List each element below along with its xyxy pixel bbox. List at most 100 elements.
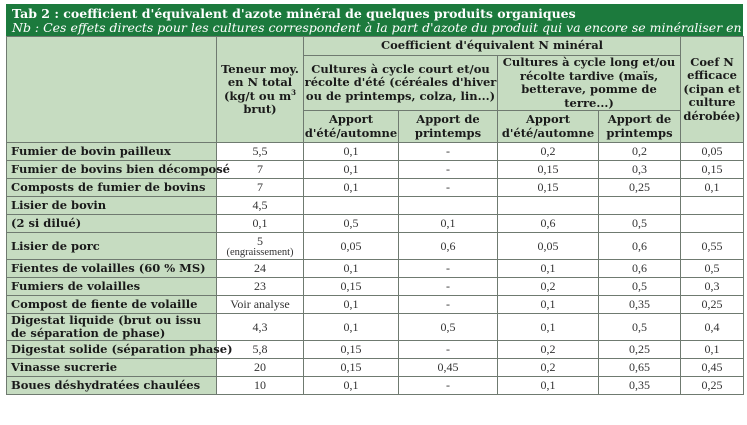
cell-long-printemps: 0,25 xyxy=(597,340,682,359)
table-row: Fientes de volailles (60 % MS) 24 0,1 - … xyxy=(6,259,745,278)
cell-teneur: 5 (engraissement) xyxy=(216,232,304,260)
table-row: Digestat liquide (brut ou issu de sépara… xyxy=(6,313,745,341)
header-teneur-text: Teneur moy. en N total (kg/t ou m xyxy=(221,61,299,103)
header-row-1: Teneur moy. en N total (kg/t ou m3 brut)… xyxy=(6,36,745,143)
row-label: Vinasse sucrerie xyxy=(6,358,217,377)
cell-teneur: 0,1 xyxy=(216,214,304,233)
cell-court-ete: 0,1 xyxy=(303,259,399,278)
cell-long-ete: 0,2 xyxy=(497,277,599,296)
cell-teneur: 7 xyxy=(216,160,304,179)
cell-teneur: Voir analyse xyxy=(216,295,304,314)
row-label: Digestat solide (séparation phase) xyxy=(6,340,233,359)
table-container: Tab 2 : coefficient d'équivalent d'azote… xyxy=(6,4,747,395)
row-label: Lisier de porc xyxy=(6,232,217,260)
table-row: (2 si dilué) 0,1 0,5 0,1 0,6 0,5 xyxy=(6,214,745,233)
row-label: Lisier de bovin xyxy=(6,196,217,215)
row-label: Digestat liquide (brut ou issu de sépara… xyxy=(6,313,217,341)
table-title-band: Tab 2 : coefficient d'équivalent d'azote… xyxy=(6,4,747,36)
cell-court-printemps: - xyxy=(398,295,498,314)
cell-long-ete: 0,2 xyxy=(497,340,599,359)
cell-long-ete: 0,6 xyxy=(497,214,599,233)
table-row: Composts de fumier de bovins 7 0,1 - 0,1… xyxy=(6,178,745,197)
header-teneur: Teneur moy. en N total (kg/t ou m3 brut) xyxy=(216,36,304,143)
table-title: Tab 2 : coefficient d'équivalent d'azote… xyxy=(12,6,576,21)
cell-court-printemps: 0,1 xyxy=(398,214,498,233)
row-label: (2 si dilué) xyxy=(6,214,217,233)
cell-court-printemps: - xyxy=(398,340,498,359)
cell-court-ete: 0,1 xyxy=(303,142,399,161)
header-cycle-long: Cultures à cycle long et/ou récolte tard… xyxy=(496,55,682,111)
header-cycle-court: Cultures à cycle court et/ou récolte d'é… xyxy=(303,55,498,111)
cell-teneur: 5,5 xyxy=(216,142,304,161)
cell-teneur-value: 5 xyxy=(257,234,263,248)
cell-coef: 0,3 xyxy=(680,277,745,296)
cell-court-ete: 0,15 xyxy=(303,358,399,377)
cell-teneur: 24 xyxy=(216,259,304,278)
cell-coef: 0,15 xyxy=(680,160,745,179)
cell-coef: 0,1 xyxy=(680,178,745,197)
row-label: Boues déshydratées chaulées xyxy=(6,376,217,395)
header-row-3: Apport d'été/automne Apport de printemps… xyxy=(7,110,744,143)
table-row: Fumier de bovin pailleux 5,5 0,1 - 0,2 0… xyxy=(6,142,745,161)
cell-long-ete: 0,15 xyxy=(497,178,599,197)
row-label: Composts de fumier de bovins xyxy=(6,178,217,197)
cell-long-printemps: 0,65 xyxy=(597,358,682,377)
cell-long-ete: 0,1 xyxy=(497,295,599,314)
cell-coef: 0,25 xyxy=(680,376,745,395)
header-court-apport-ete: Apport d'été/automne xyxy=(303,110,399,143)
cell-long-ete: 0,2 xyxy=(497,142,599,161)
cell-long-printemps: 0,3 xyxy=(597,160,682,179)
cell-court-printemps: - xyxy=(398,376,498,395)
cell-long-printemps: 0,35 xyxy=(597,295,682,314)
cell-long-printemps xyxy=(597,196,682,215)
cell-teneur-note: (engraissement) xyxy=(226,247,294,258)
header-long-apport-printemps: Apport de printemps xyxy=(597,110,682,143)
cell-teneur: 4,3 xyxy=(216,313,304,341)
row-label: Fumier de bovins bien décomposé xyxy=(6,160,230,179)
cell-long-printemps: 0,35 xyxy=(597,376,682,395)
cell-coef: 0,1 xyxy=(680,340,745,359)
cell-teneur: 10 xyxy=(216,376,304,395)
header-long-apport-ete: Apport d'été/automne xyxy=(497,110,599,143)
row-label: Compost de fiente de volaille xyxy=(6,295,217,314)
nitrogen-coefficient-table: Teneur moy. en N total (kg/t ou m3 brut)… xyxy=(6,36,745,395)
cell-court-ete: 0,1 xyxy=(303,313,399,341)
cell-court-printemps: - xyxy=(398,160,498,179)
cell-coef: 0,55 xyxy=(680,232,745,260)
table-row: Fumiers de volailles 23 0,15 - 0,2 0,5 0… xyxy=(6,277,745,296)
cell-court-ete: 0,15 xyxy=(303,340,399,359)
row-label: Fumiers de volailles xyxy=(6,277,217,296)
cell-court-printemps: 0,6 xyxy=(398,232,498,260)
cell-long-printemps: 0,5 xyxy=(597,277,682,296)
cell-court-printemps: - xyxy=(398,178,498,197)
row-label: Fientes de volailles (60 % MS) xyxy=(6,259,217,278)
table-note: Nb : Ces effets directs pour les culture… xyxy=(12,20,747,35)
header-product-blank xyxy=(6,36,217,143)
cell-court-ete: 0,1 xyxy=(303,295,399,314)
header-coef-efficace: Coef N efficace (cipan et culture dérobé… xyxy=(680,36,745,143)
cell-long-ete: 0,1 xyxy=(497,376,599,395)
table-row: Compost de fiente de volaille Voir analy… xyxy=(6,295,745,314)
cell-long-printemps: 0,5 xyxy=(597,313,682,341)
cell-teneur: 5,8 xyxy=(216,340,304,359)
table-row: Vinasse sucrerie 20 0,15 0,45 0,2 0,65 0… xyxy=(6,358,745,377)
table-row: Fumier de bovins bien décomposé 7 0,1 - … xyxy=(6,160,745,179)
cell-long-ete: 0,05 xyxy=(497,232,599,260)
header-coefficient-group: Coefficient d'équivalent N minéral xyxy=(302,36,682,56)
cell-long-printemps: 0,2 xyxy=(597,142,682,161)
cell-coef: 0,5 xyxy=(680,259,745,278)
table-row: Lisier de porc 5 (engraissement) 0,05 0,… xyxy=(6,232,745,260)
cell-court-ete: 0,1 xyxy=(303,376,399,395)
cell-long-ete: 0,2 xyxy=(497,358,599,377)
cell-coef: 0,25 xyxy=(680,295,745,314)
table-row: Digestat solide (séparation phase) 5,8 0… xyxy=(6,340,745,359)
cell-court-printemps: - xyxy=(398,142,498,161)
cell-teneur: 4,5 xyxy=(216,196,304,215)
cell-court-ete: 0,05 xyxy=(303,232,399,260)
cell-court-ete: 0,1 xyxy=(303,178,399,197)
header-teneur-suffix: brut) xyxy=(243,102,277,116)
cell-coef xyxy=(680,196,745,215)
cell-court-ete: 0,1 xyxy=(303,160,399,179)
header-teneur-sup: 3 xyxy=(291,87,297,97)
cell-long-ete xyxy=(497,196,599,215)
